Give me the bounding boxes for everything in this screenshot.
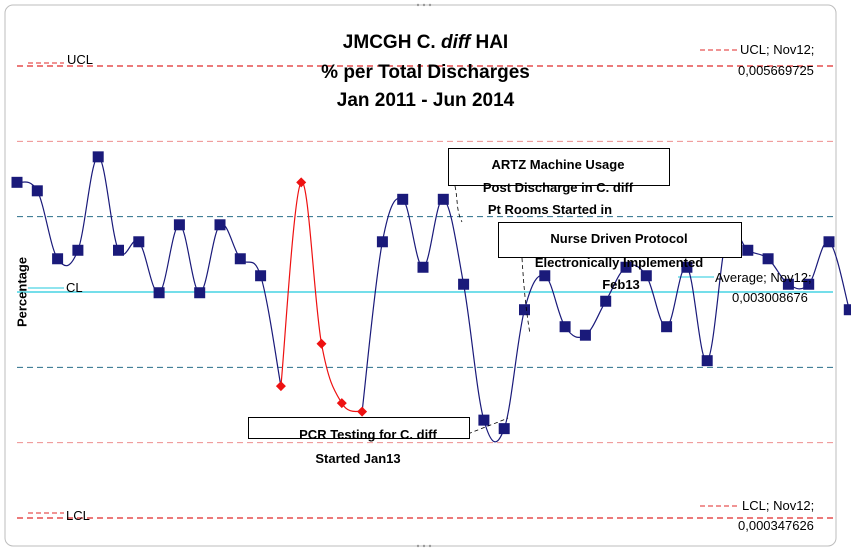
series-line-segment-2 [361,197,850,443]
data-point-marker [133,236,145,248]
data-point-marker [742,244,754,256]
y-axis-label: Percentage [14,256,30,328]
data-point-marker [194,287,206,299]
cl-value-label-2: 0,003008676 [732,290,808,305]
annotation-nurse-box [498,222,742,258]
title-part-2: diff [440,32,471,53]
top-handle-dot [428,3,432,7]
title-part-1: JMCGH C. [342,32,441,53]
annotation-pcr-arrow [467,417,509,435]
data-point-marker [153,287,165,299]
annotation-artz-line-3: Pt Rooms Started in [487,202,613,217]
data-point-marker [214,219,226,231]
annotation-nurse-line-1: Nurse Driven Protocol [550,231,688,246]
title-part-3: HAI [470,32,509,53]
top-handle-dot [422,3,426,7]
data-point-marker [437,193,449,205]
data-point-marker [478,414,490,426]
annotation-artz-box [448,148,670,186]
data-point-marker [803,278,815,290]
data-point-marker [255,270,267,282]
data-point-marker [11,176,23,188]
ucl-value-label-2: 0,005669725 [738,63,814,78]
highlight-point-marker [316,338,327,349]
data-point-marker [782,278,794,290]
data-point-marker [92,151,104,163]
lcl-label: LCL [66,508,90,523]
cl-label: CL [66,280,83,295]
chart-border [4,4,837,547]
data-point-marker [397,193,409,205]
data-series [11,151,851,443]
data-point-marker [661,321,673,333]
top-handle-dots [416,3,420,7]
data-point-marker [498,423,510,435]
lcl-value-label-2: 0,000347626 [738,518,814,533]
data-point-marker [376,236,388,248]
lcl-value-label-1: LCL; Nov12; [742,498,815,513]
annotation-nurse-line-2: Electronically Implemented [534,255,704,270]
annotation-nurse-line-3: Feb13 [602,277,640,292]
annotation-pcr-line-2: Started Jan13 [315,451,401,466]
data-point-marker [539,270,551,282]
data-point-marker [823,236,835,248]
ucl-value-label-1: UCL; Nov12; [740,42,815,57]
data-point-marker [620,261,632,273]
data-point-marker [519,304,530,316]
data-point-marker [640,270,652,282]
data-point-marker [113,244,124,256]
data-point-marker [701,355,713,367]
data-point-marker [417,261,429,273]
highlight-point-marker [357,406,368,417]
annotation-artz-arrow [454,185,463,223]
data-point-marker [234,253,246,265]
data-point-marker [52,253,64,265]
annotation-pcr-box [248,417,470,439]
data-point-marker [681,261,693,273]
data-point-marker [173,219,185,231]
highlight-point-marker [296,177,307,188]
data-point-marker [762,253,774,265]
data-point-marker [579,329,591,341]
bottom-handle-dot [428,544,432,548]
data-point-marker [458,278,470,290]
bottom-handle-dot [422,544,426,548]
data-point-marker [600,295,612,307]
chart-subtitle: % per Total Discharges [321,62,530,83]
highlight-point-marker [336,398,347,409]
annotation-pcr-line-1: PCR Testing for C. diff [299,427,437,442]
chart-subtitle-2: Jan 2011 - Jun 2014 [336,90,515,111]
reference-lines [17,49,833,519]
bottom-handle-dot [416,544,420,548]
cl-value-label-1: Average; Nov12; [715,270,812,285]
annotation-artz-line-1: ARTZ Machine Usage [491,157,625,172]
data-point-marker [843,304,851,316]
data-point-marker [72,244,84,256]
data-point-marker [559,321,571,333]
data-point-marker [31,185,43,197]
annotation-artz-line-2: Post Discharge in C. diff [482,180,634,195]
annotation-nurse-arrow [521,257,531,335]
ucl-label: UCL [67,52,94,67]
highlight-point-marker [275,381,286,392]
chart-title: JMCGH C. diff HAI [0,32,851,54]
